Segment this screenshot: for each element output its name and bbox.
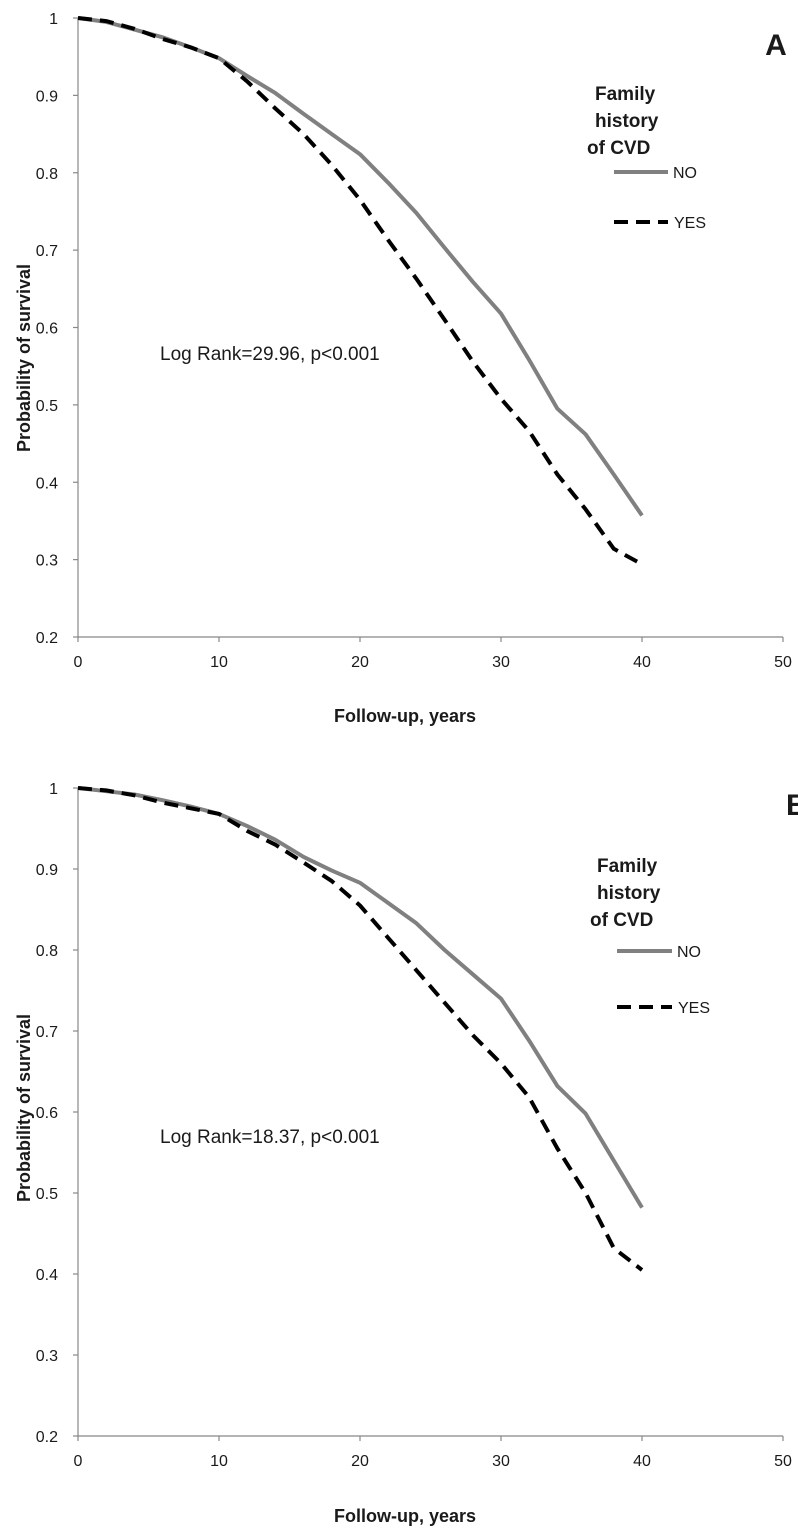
x-tick-label: 10	[210, 1453, 228, 1470]
y-tick-label: 0.6	[36, 321, 58, 338]
y-tick-label: 0.9	[36, 862, 58, 879]
panel-b: Probability of survival Follow-up, years…	[14, 781, 798, 1526]
y-tick-label: 0.4	[36, 1267, 58, 1284]
x-tick-label: 40	[633, 654, 651, 671]
x-tick-label: 20	[351, 1453, 369, 1470]
x-axis-title: Follow-up, years	[334, 1506, 476, 1526]
y-tick-label: 0.7	[36, 243, 58, 260]
legend-title-line: Family	[597, 856, 658, 877]
legend: Family history of CVD NO YES	[590, 856, 710, 1017]
y-tick-label: 0.5	[36, 398, 58, 415]
y-tick-label: 0.6	[36, 1105, 58, 1122]
x-tick-label: 50	[774, 1453, 792, 1470]
y-tick-label: 1	[49, 11, 58, 28]
panel-a: Probability of survival Follow-up, years…	[14, 11, 792, 726]
y-tick-label: 0.9	[36, 88, 58, 105]
legend: Family history of CVD NO YES	[587, 84, 706, 232]
y-tick-label: 0.8	[36, 943, 58, 960]
series-line-yes	[77, 16, 643, 567]
series-line-yes	[77, 786, 644, 1272]
y-axis-title: Probability of survival	[14, 264, 34, 452]
legend-title: Family history of CVD	[587, 84, 664, 159]
legend-title-line: history	[597, 883, 661, 904]
y-tick-label: 0.8	[36, 166, 58, 183]
legend-label-yes: YES	[678, 1000, 710, 1017]
legend-title-line: of CVD	[587, 138, 650, 159]
x-tick-label: 0	[74, 1453, 83, 1470]
y-tick-label: 0.2	[36, 1429, 58, 1446]
x-tick-label: 30	[492, 654, 510, 671]
series-line-no	[77, 16, 644, 517]
series-line-no	[77, 786, 644, 1209]
axes: 0 10 20 30 40 50 0.2 0.3 0.4 0.5 0.6 0.7 0.8 0.9 1	[36, 11, 792, 671]
y-tick-label: 0.3	[36, 553, 58, 570]
x-tick-label: 20	[351, 654, 369, 671]
legend-label-yes: YES	[674, 215, 706, 232]
y-tick-label: 0.5	[36, 1186, 58, 1203]
log-rank-annotation: Log Rank=29.96, p<0.001	[160, 344, 380, 365]
legend-title-line: Family	[595, 84, 656, 105]
legend-title: Family history of CVD	[590, 856, 666, 931]
y-axis-title: Probability of survival	[14, 1014, 34, 1202]
x-tick-label: 30	[492, 1453, 510, 1470]
plot-lines	[77, 786, 644, 1272]
legend-label-no: NO	[673, 165, 697, 182]
y-tick-label: 0.3	[36, 1348, 58, 1365]
plot-lines	[77, 16, 644, 567]
x-tick-label: 40	[633, 1453, 651, 1470]
legend-title-line: of CVD	[590, 910, 653, 931]
x-axis-title: Follow-up, years	[334, 706, 476, 726]
x-tick-label: 50	[774, 654, 792, 671]
axes: 0 10 20 30 40 50 0.2 0.3 0.4 0.5 0.6 0.7 0.8 0.9 1	[36, 781, 792, 1470]
panel-letter: A	[765, 29, 787, 62]
y-tick-label: 0.7	[36, 1024, 58, 1041]
x-tick-label: 10	[210, 654, 228, 671]
panel-letter: B	[786, 789, 798, 822]
y-tick-label: 1	[49, 781, 58, 798]
y-tick-label: 0.2	[36, 630, 58, 647]
log-rank-annotation: Log Rank=18.37, p<0.001	[160, 1127, 380, 1148]
legend-label-no: NO	[677, 944, 701, 961]
x-tick-label: 0	[74, 654, 83, 671]
legend-title-line: history	[595, 111, 659, 132]
y-tick-label: 0.4	[36, 475, 58, 492]
